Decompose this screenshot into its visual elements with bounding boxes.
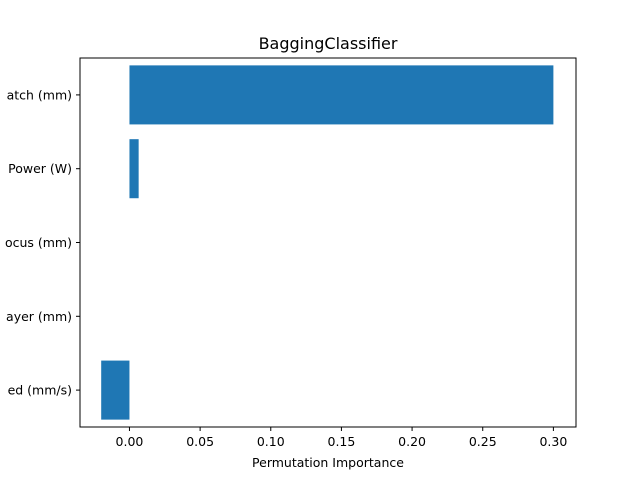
y-tick-label-1: Power (W) (8, 161, 72, 176)
x-tick-label-6: 0.30 (539, 434, 567, 449)
y-axis: atch (mm) Power (W) ocus (mm) ayer (mm) ed (… (5, 87, 80, 398)
bar-1 (129, 139, 139, 199)
x-tick-label-1: 0.05 (186, 434, 214, 449)
y-tick-label-2: ocus (mm) (5, 235, 72, 250)
x-tick-label-0: 0.00 (116, 434, 144, 449)
x-tick-label-2: 0.10 (257, 434, 285, 449)
chart-title: BaggingClassifier (259, 34, 398, 53)
x-axis-label: Permutation Importance (252, 455, 404, 470)
x-axis: 0.00 0.05 0.10 0.15 0.20 0.25 0.30 (116, 427, 567, 449)
x-tick-label-3: 0.15 (328, 434, 356, 449)
y-tick-label-4: ed (mm/s) (8, 383, 72, 398)
y-tick-label-0: atch (mm) (7, 87, 72, 102)
bars-group (101, 65, 554, 420)
y-tick-label-3: ayer (mm) (6, 309, 72, 324)
x-tick-label-5: 0.25 (469, 434, 497, 449)
bar-4 (101, 360, 130, 420)
bar-0 (129, 65, 554, 125)
x-tick-label-4: 0.20 (398, 434, 426, 449)
